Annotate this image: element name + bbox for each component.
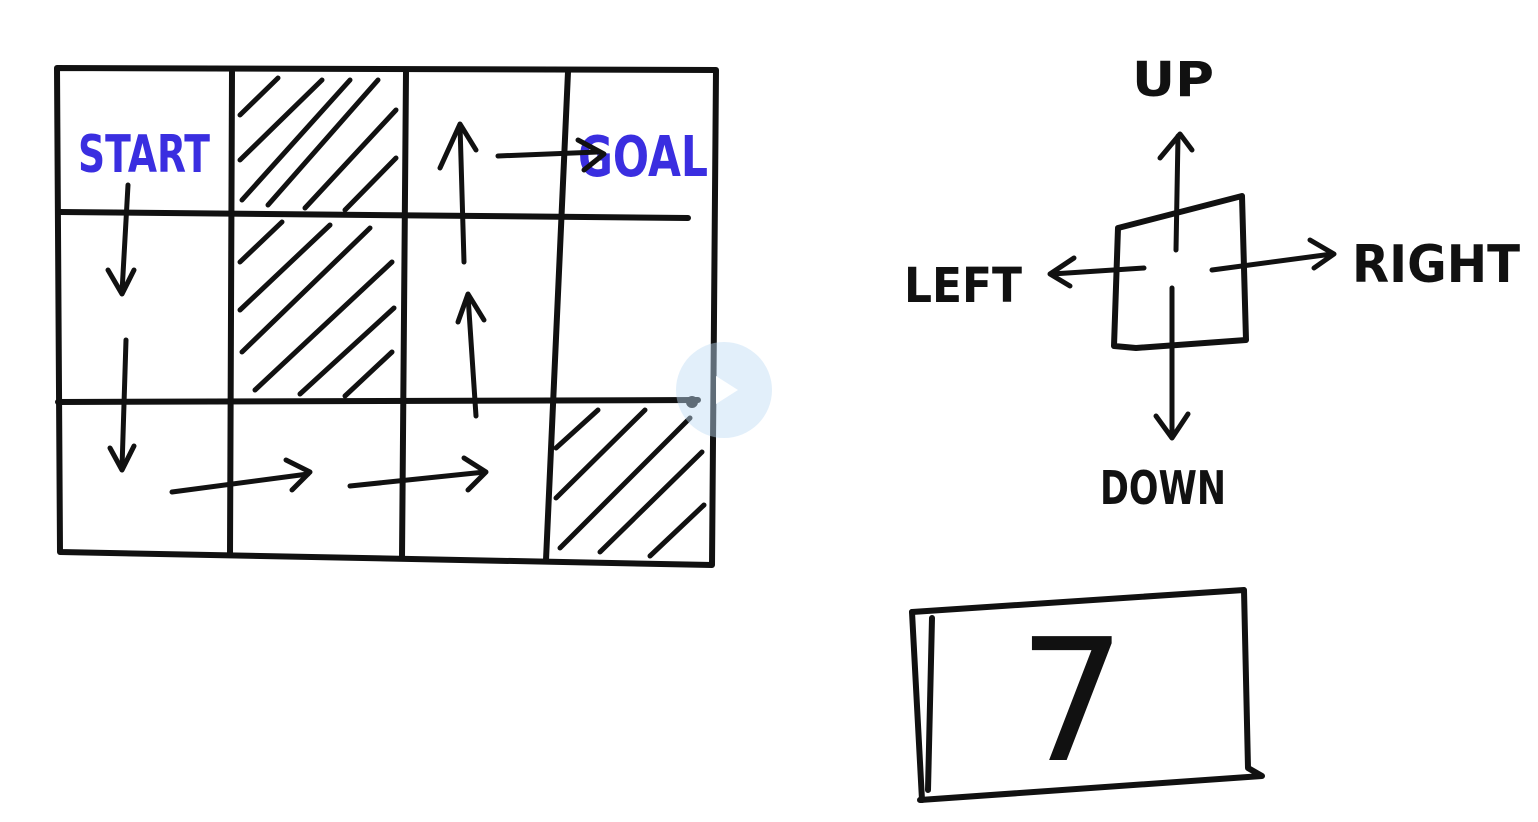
ink-dot [686,396,698,408]
action-left-label: LEFT [904,258,1022,314]
arrow-right-1 [169,471,311,495]
up-arrow [1173,133,1181,253]
start-label: START [78,125,210,185]
action-right-label: RIGHT [1352,235,1520,295]
answer-box: 7 [909,587,1265,803]
grid-col-line-1 [227,69,235,558]
answer-value: 7 [1018,603,1126,801]
arrow-right-2 [347,469,488,489]
path-arrows [105,121,698,495]
arrow-up-1 [465,293,479,419]
right-arrow [1209,251,1335,273]
wall-cell-bottom [553,407,707,559]
answer-box-frame [909,587,1265,803]
left-arrow [1049,265,1147,277]
arrow-right-goal [495,149,601,159]
action-compass: UP LEFT RIGHT DOWN [904,52,1520,515]
agent-box [1111,193,1249,351]
wall-cell-top [237,75,399,213]
play-button[interactable] [676,342,772,438]
arrow-down-1 [119,182,131,295]
grid-row-line-1 [57,209,691,221]
grid-row-line-2 [55,397,701,405]
arrow-up-2 [457,122,467,265]
grid-col-line-2 [399,69,409,561]
grid-world: START GOAL [54,65,719,568]
arrow-down-2 [119,337,129,471]
wall-cell-middle [237,219,397,399]
play-icon [716,376,738,404]
grid-outer-border [54,65,719,568]
action-up-label: UP [1132,52,1214,108]
action-down-label: DOWN [1100,461,1226,515]
